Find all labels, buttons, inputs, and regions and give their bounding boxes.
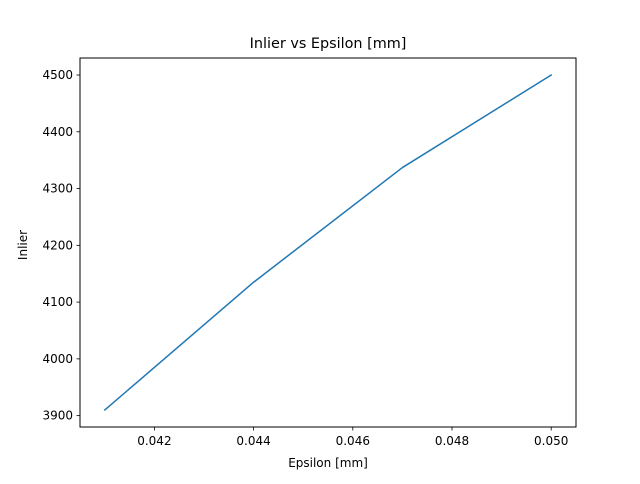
x-tick-label: 0.050 xyxy=(534,434,568,448)
y-tick-label: 4100 xyxy=(42,295,73,309)
chart-title: Inlier vs Epsilon [mm] xyxy=(250,36,407,52)
axes-frame xyxy=(79,57,577,428)
y-tick-label: 4200 xyxy=(42,238,73,252)
x-axis-ticks: 0.042 0.044 0.046 0.048 0.050 xyxy=(137,427,568,448)
plot-area: 0.042 0.044 0.046 0.048 0.050 3900 4000 4100 42… xyxy=(42,57,577,448)
x-tick-label: 0.044 xyxy=(236,434,270,448)
y-tick-label: 4000 xyxy=(42,352,73,366)
y-tick-label: 4500 xyxy=(42,68,73,82)
x-tick-label: 0.048 xyxy=(435,434,469,448)
y-tick-label: 4400 xyxy=(42,125,73,139)
series-line xyxy=(103,73,553,412)
series-layer xyxy=(103,73,553,412)
y-axis-ticks: 3900 4000 4100 4200 4300 4400 4500 xyxy=(42,68,80,423)
y-tick-label: 3900 xyxy=(42,409,73,423)
x-tick-label: 0.042 xyxy=(137,434,171,448)
x-tick-label: 0.046 xyxy=(336,434,370,448)
x-axis-label: Epsilon [mm] xyxy=(288,456,368,470)
y-axis-label: Inlier xyxy=(16,230,30,260)
y-tick-label: 4300 xyxy=(42,182,73,196)
